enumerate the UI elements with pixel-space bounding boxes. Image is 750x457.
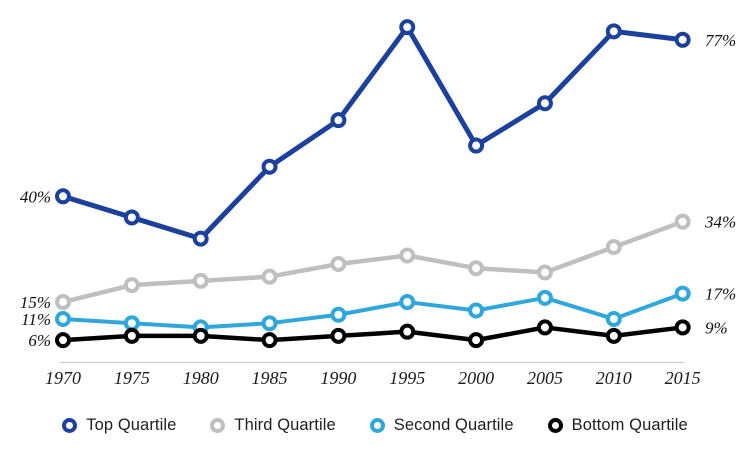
data-point-third-quartile <box>55 294 71 311</box>
x-tick-label: 1975 <box>114 368 150 388</box>
chart-legend: Top Quartile Third Quartile Second Quart… <box>0 400 750 450</box>
data-point-second-quartile <box>536 289 553 306</box>
data-point-top-quartile <box>468 137 485 154</box>
x-tick-label: 1985 <box>252 368 288 388</box>
data-point-second-quartile <box>674 285 691 302</box>
data-point-third-quartile <box>399 247 416 264</box>
data-point-top-quartile <box>605 23 622 40</box>
data-point-third-quartile <box>536 264 553 281</box>
data-point-second-quartile <box>55 310 71 327</box>
data-point-second-quartile <box>468 302 485 319</box>
data-point-bottom-quartile <box>674 319 691 336</box>
data-point-top-quartile <box>330 112 347 129</box>
x-tick-label: 1995 <box>389 368 425 388</box>
legend-item-top-quartile: Top Quartile <box>62 416 176 435</box>
legend-item-third-quartile: Third Quartile <box>210 415 336 435</box>
legend-label-bottom-quartile: Bottom Quartile <box>571 415 688 434</box>
data-point-third-quartile <box>468 260 485 277</box>
legend-item-second-quartile: Second Quartile <box>369 415 514 435</box>
data-point-second-quartile <box>261 315 278 332</box>
data-point-second-quartile <box>330 306 347 323</box>
data-point-top-quartile <box>55 188 71 205</box>
series-line-second-quartile <box>61 291 685 330</box>
series-line-top-quartile <box>60 24 686 242</box>
data-point-second-quartile <box>123 315 140 332</box>
data-point-third-quartile <box>261 268 278 285</box>
data-point-third-quartile <box>605 239 622 256</box>
data-point-top-quartile <box>192 230 209 247</box>
x-tick-label: 2005 <box>527 368 563 388</box>
data-point-bottom-quartile <box>605 327 622 344</box>
data-point-bottom-quartile <box>55 332 71 349</box>
value-label-end: 9% <box>705 318 728 337</box>
x-tick-label: 2010 <box>596 368 632 388</box>
second-quartile-marker-icon <box>369 417 385 433</box>
data-point-top-quartile <box>399 19 416 36</box>
value-label-start: 40% <box>20 187 51 206</box>
value-label-start: 6% <box>28 331 51 350</box>
data-point-bottom-quartile <box>468 332 485 349</box>
value-label-start: 11% <box>21 310 51 329</box>
legend-label-third-quartile: Third Quartile <box>234 415 336 434</box>
x-tick-label: 1970 <box>45 368 81 388</box>
x-tick-label: 2000 <box>458 368 494 388</box>
data-point-bottom-quartile <box>330 327 347 344</box>
bottom-quartile-marker-icon <box>547 417 563 433</box>
series-line-third-quartile <box>60 219 685 305</box>
top-quartile-marker-icon <box>62 417 78 433</box>
x-tick-label: 1980 <box>183 368 219 388</box>
value-label-end: 17% <box>705 285 736 304</box>
data-point-third-quartile <box>674 213 691 230</box>
value-label-start: 15% <box>20 293 51 312</box>
third-quartile-marker-icon <box>210 417 226 433</box>
line-chart: 1970 1975 1980 1985 1990 1995 2000 2005 2010 2015… <box>20 19 736 388</box>
data-point-third-quartile <box>192 272 209 289</box>
data-point-top-quartile <box>123 209 140 226</box>
data-point-bottom-quartile <box>261 332 278 349</box>
x-tick-label: 1990 <box>320 368 356 388</box>
legend-label-top-quartile: Top Quartile <box>86 415 177 434</box>
data-point-top-quartile <box>261 158 278 175</box>
data-point-bottom-quartile <box>399 323 416 340</box>
data-point-second-quartile <box>605 310 622 327</box>
data-point-bottom-quartile <box>192 327 209 344</box>
value-label-end: 34% <box>704 213 736 232</box>
data-point-second-quartile <box>399 294 416 311</box>
series-line-bottom-quartile <box>60 325 685 343</box>
value-label-end: 77% <box>705 31 736 50</box>
data-point-top-quartile <box>536 95 553 112</box>
x-tick-label: 2015 <box>665 368 701 388</box>
legend-label-second-quartile: Second Quartile <box>393 415 514 434</box>
data-point-third-quartile <box>330 255 347 272</box>
data-point-bottom-quartile <box>123 327 140 344</box>
data-point-top-quartile <box>674 31 691 48</box>
legend-item-bottom-quartile: Bottom Quartile <box>547 415 688 435</box>
data-point-bottom-quartile <box>536 319 553 336</box>
data-point-third-quartile <box>123 277 140 294</box>
